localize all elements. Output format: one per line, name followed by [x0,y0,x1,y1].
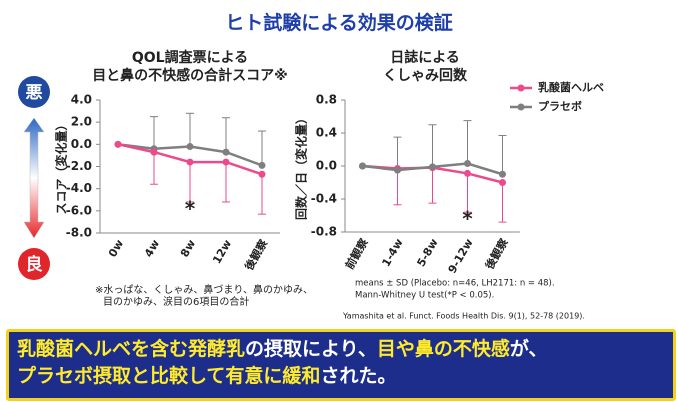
footnote: Mann-Whitney U test(*P < 0.05). [355,291,494,301]
marker [114,140,122,148]
footnote: ※水っぱな、くしゃみ、鼻づまり、鼻のかゆみ、 [95,283,313,296]
marker [150,148,158,156]
y-axis-label: スコア（変化量） [54,118,69,214]
y-tick-label: 0.0 [71,137,92,151]
x-tick-label: 5-8w [414,237,440,270]
marker [258,161,266,169]
y-tick-label: -2.0 [66,159,92,173]
marker [359,162,366,170]
legend-marker [517,103,525,111]
error-bar [498,134,507,175]
error-bar [498,182,507,223]
x-tick-label: 0w [106,238,126,260]
good-badge [18,248,50,280]
footnote: 目のかゆみ、涙目の6項目の合計 [103,295,249,308]
error-bar [428,167,437,204]
x-tick-label: 12w [210,238,234,267]
error-bar [428,124,437,167]
annotation: * [185,196,196,220]
marker [464,160,471,168]
annotation: * [462,207,473,231]
legend-marker [517,84,525,92]
scale-arrow [23,117,45,239]
marker [186,143,194,151]
legend-label: プラセボ [538,99,582,113]
marker [499,170,506,178]
slide-title: ヒト試験による効果の検証 [225,12,453,34]
footnote: means ± SD (Placebo: n=46, LH2171: n = 4… [355,279,555,289]
conclusion-banner: 乳酸菌ヘルベを含む発酵乳の摂取により、目や鼻の不快感が、 プラセボ摂取と比較して有… [6,329,676,401]
marker [258,170,266,178]
error-bar [150,152,158,185]
y-tick-label: -0.4 [311,192,337,206]
banner-text: 目や鼻の不快感 [376,338,510,360]
error-bar [258,174,266,215]
x-tick-label: 9-12w [446,237,476,276]
x-tick-label: 後観察 [482,235,511,271]
banner-text: が、 [509,338,548,360]
marker [186,158,194,166]
y-tick-label: 4.0 [71,93,92,107]
error-bar [463,173,472,213]
y-tick-label: -8.0 [66,226,92,240]
banner-text: 乳酸菌ヘルベを含む発酵乳 [17,338,246,360]
x-tick-label: 4w [142,238,162,260]
marker [222,148,230,156]
error-bar [393,168,402,206]
error-bar [186,112,194,147]
chart-title: 目と鼻の不快感の合計スコア※ [92,67,288,84]
y-tick-label: 2.0 [71,115,92,129]
good-label: 良 [26,254,43,275]
x-tick-label: 前観察 [342,235,371,271]
marker [394,166,401,174]
error-bar [222,117,230,153]
x-tick-label: 後観察 [242,236,271,272]
bad-label: 悪 [26,83,43,103]
chart-title: くしゃみ回数 [383,67,468,84]
y-tick-label: 0.4 [316,126,337,140]
bad-badge [18,76,50,108]
y-tick-label: 0.0 [316,159,337,173]
chart-title: QOL調査票による [132,49,248,66]
banner-text: の摂取により、 [245,338,377,360]
chart-title: 日誌による [390,49,460,66]
banner-line: プラセボ摂取と比較して有意に緩和された。 [17,363,665,390]
error-bar [222,162,230,203]
marker [222,158,230,166]
citation: Yamashita et al. Funct. Foods Health Dis… [342,312,585,321]
marker [429,163,436,171]
error-bar [393,136,402,171]
y-tick-label: 0.8 [316,93,337,107]
y-tick-label: -6.0 [66,203,92,217]
y-axis-label: 回数／日（変化量） [294,112,309,220]
banner-text: プラセボ摂取と比較して有意に緩和 [17,365,321,387]
x-tick-label: 8w [178,238,198,260]
marker [464,169,471,177]
y-tick-label: -4.0 [66,181,92,195]
marker [499,179,506,186]
banner-line: 乳酸菌ヘルベを含む発酵乳の摂取により、目や鼻の不快感が、 [17,336,665,363]
legend-label: 乳酸菌ヘルベ [538,80,604,94]
banner-text: された。 [320,365,397,387]
error-bar [463,120,472,164]
error-bar [186,162,194,203]
error-bar [150,116,158,149]
y-tick-label: -0.8 [311,225,337,239]
x-tick-label: 1-4w [379,237,405,270]
error-bar [258,130,266,166]
